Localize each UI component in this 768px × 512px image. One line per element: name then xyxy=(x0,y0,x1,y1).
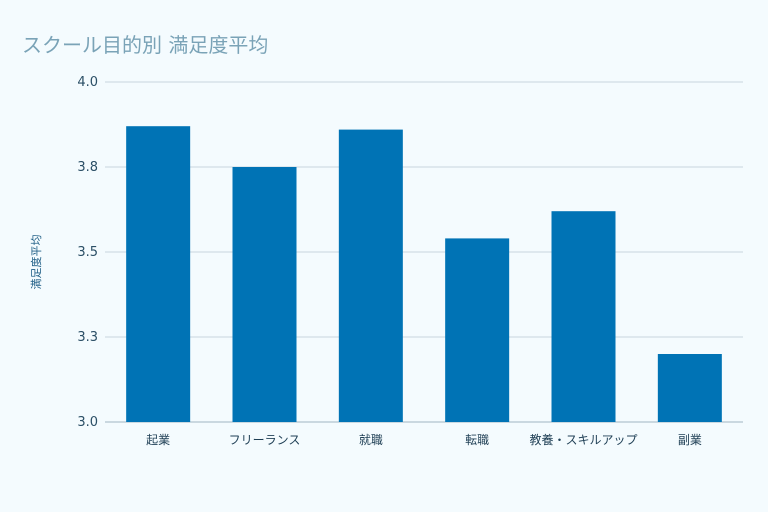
y-tick-label: 3.3 xyxy=(77,330,98,345)
grid-layer xyxy=(105,81,743,423)
chart-title: スクール目的別 満足度平均 xyxy=(22,33,268,57)
bars-layer xyxy=(126,126,722,422)
bar[interactable] xyxy=(657,354,722,422)
bar[interactable] xyxy=(338,129,403,422)
y-axis-label: 満足度平均 xyxy=(29,235,43,290)
y-axis-ticks: 3.0 3.3 3.5 3.8 4.0 xyxy=(77,75,98,430)
x-category-label: 起業 xyxy=(146,433,170,447)
x-category-label: 教養・スキルアップ xyxy=(529,432,637,447)
y-tick-label: 3.5 xyxy=(77,245,98,260)
bar[interactable] xyxy=(232,167,297,422)
x-category-label: 転職 xyxy=(465,433,489,447)
y-tick-label: 3.0 xyxy=(77,415,98,430)
x-axis-labels: 起業 フリーランス 就職 転職 教養・スキルアップ 副業 xyxy=(146,432,702,447)
bar[interactable] xyxy=(445,238,510,422)
x-category-label: フリーランス xyxy=(229,433,301,447)
y-tick-label: 4.0 xyxy=(77,75,98,90)
bar[interactable] xyxy=(126,126,191,422)
x-category-label: 副業 xyxy=(678,433,702,447)
x-category-label: 就職 xyxy=(359,433,383,447)
bar[interactable] xyxy=(551,211,616,422)
y-tick-label: 3.8 xyxy=(77,160,98,175)
